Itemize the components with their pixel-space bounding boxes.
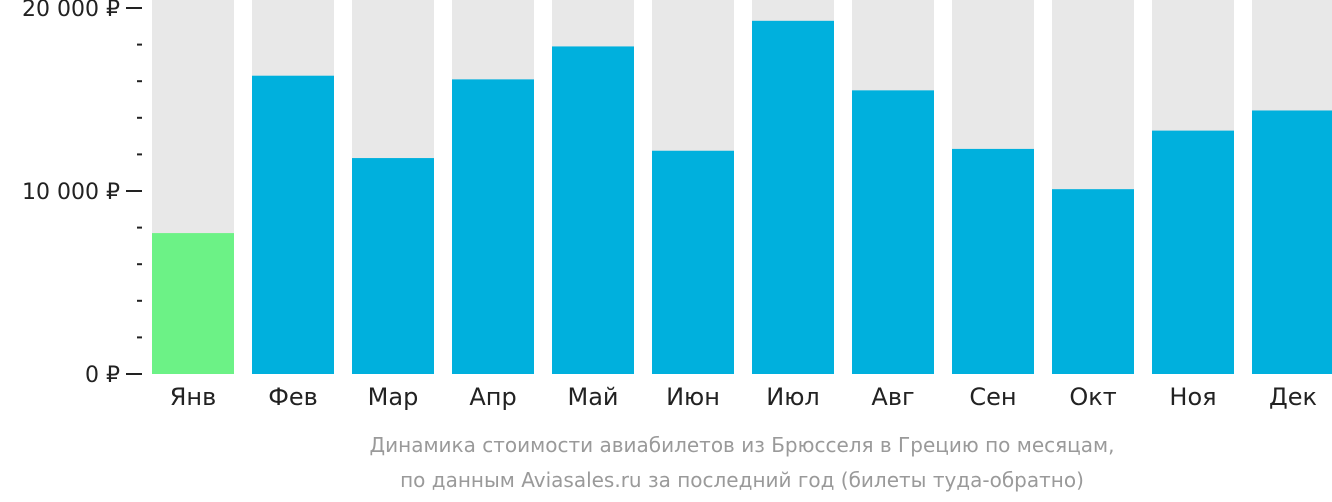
x-tick-label: Окт: [1069, 383, 1116, 411]
y-tick-label: 20 000 ₽: [22, 0, 120, 22]
bar[interactable]: [552, 46, 634, 375]
bar[interactable]: [852, 90, 934, 374]
bars: [152, 20, 1332, 375]
bar[interactable]: [652, 150, 734, 374]
y-tick-label: 0 ₽: [85, 363, 120, 388]
bar[interactable]: [252, 75, 334, 375]
chart-caption: Динамика стоимости авиабилетов из Брюссе…: [370, 433, 1115, 492]
x-tick-label: Фев: [268, 383, 318, 411]
x-tick-label: Июн: [666, 383, 720, 411]
x-tick-label: Дек: [1269, 383, 1317, 411]
y-tick-label: 10 000 ₽: [22, 180, 120, 205]
y-axis: 0 ₽ 10 000 ₽ 20 000 ₽: [22, 0, 142, 388]
bar[interactable]: [352, 158, 434, 374]
caption-line-2: по данным Aviasales.ru за последний год …: [400, 468, 1084, 492]
bar[interactable]: [152, 233, 234, 374]
caption-line-1: Динамика стоимости авиабилетов из Брюссе…: [370, 433, 1115, 457]
bar[interactable]: [452, 79, 534, 375]
x-tick-label: Авг: [871, 383, 914, 411]
bar[interactable]: [952, 148, 1034, 374]
x-tick-label: Мар: [368, 383, 419, 411]
x-tick-label: Апр: [469, 383, 516, 411]
bar[interactable]: [752, 20, 834, 375]
x-tick-label: Сен: [969, 383, 1016, 411]
bar[interactable]: [1152, 130, 1234, 374]
x-tick-label: Ноя: [1169, 383, 1216, 411]
x-axis-labels: Янв Фев Мар Апр Май Июн Июл Авг Сен Окт Ноя Дек: [170, 383, 1317, 411]
bar[interactable]: [1252, 110, 1332, 374]
bar[interactable]: [1052, 189, 1134, 374]
x-tick-label: Июл: [766, 383, 820, 411]
x-tick-label: Янв: [170, 383, 217, 411]
x-tick-label: Май: [567, 383, 618, 411]
